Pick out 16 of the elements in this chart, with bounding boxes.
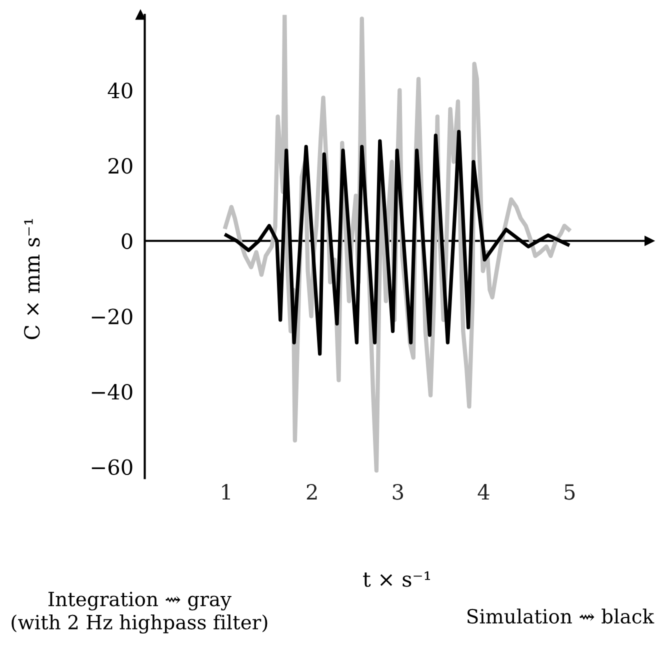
text: (with 2 Hz highpass filter) bbox=[12, 614, 268, 634]
text: Simulation ⇝ black bbox=[468, 608, 654, 624]
x-tick-label: 1 bbox=[222, 484, 230, 500]
text: Integration ⇝ gray bbox=[48, 592, 232, 610]
y-axis-title: C × mm s⁻¹ bbox=[24, 219, 40, 340]
y-tick-label: −40 bbox=[92, 384, 132, 400]
y-tick-label: −20 bbox=[92, 308, 132, 324]
y-tick-label: −60 bbox=[92, 459, 132, 476]
x-tick-label: 2 bbox=[306, 484, 317, 500]
x-tick-label: 3 bbox=[392, 484, 404, 500]
x-axis-title: t × s⁻¹ bbox=[363, 571, 430, 587]
y-tick-label: 20 bbox=[108, 158, 132, 174]
x-tick-label: 5 bbox=[564, 484, 575, 500]
y-tick-label: 40 bbox=[108, 82, 132, 98]
y-tick-label: 0 bbox=[122, 233, 132, 250]
x-tick-label: 4 bbox=[478, 484, 490, 500]
